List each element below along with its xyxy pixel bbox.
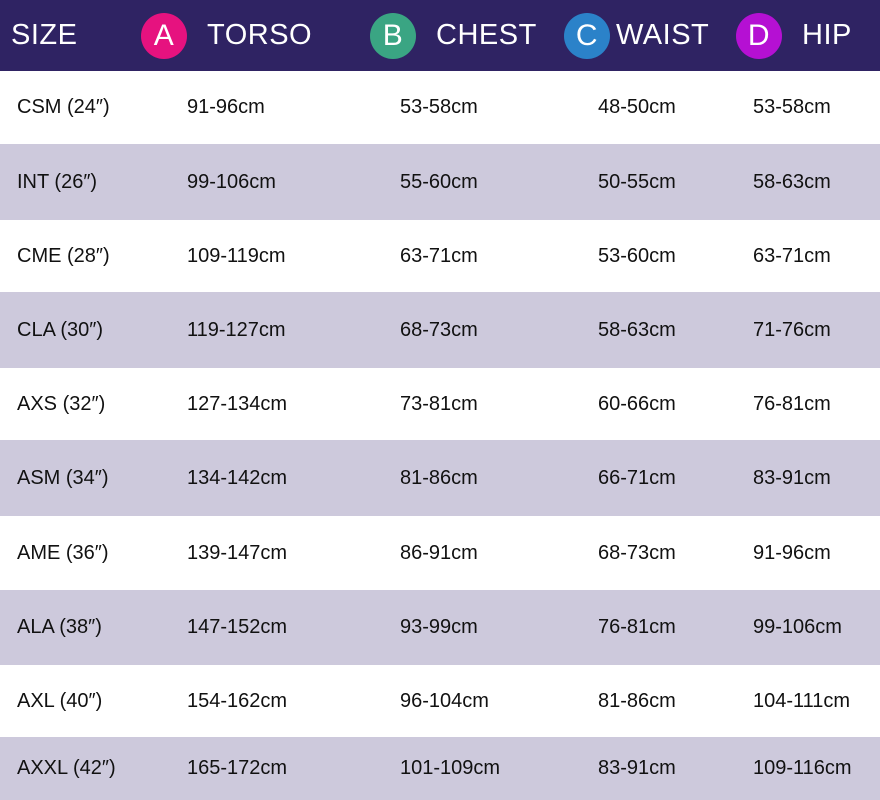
table-row: AME (36″) 139-147cm 86-91cm 68-73cm 91-96cm xyxy=(0,516,880,590)
cell-torso: 119-127cm xyxy=(187,318,286,341)
cell-size: AXXL (42″) xyxy=(17,757,116,779)
cell-chest: 81-86cm xyxy=(400,466,478,489)
cell-waist: 68-73cm xyxy=(598,541,676,564)
badge-a-icon: A xyxy=(141,12,187,59)
cell-waist: 60-66cm xyxy=(598,392,676,415)
cell-size: ASM (34″) xyxy=(17,466,109,489)
cell-chest: 55-60cm xyxy=(400,170,478,193)
cell-size: CME (28″) xyxy=(17,244,110,267)
cell-waist: 48-50cm xyxy=(598,96,676,118)
cell-waist: 50-55cm xyxy=(598,170,676,193)
cell-chest: 73-81cm xyxy=(400,392,478,415)
table-row: INT (26″) 99-106cm 55-60cm 50-55cm 58-63cm xyxy=(0,144,880,220)
cell-chest: 53-58cm xyxy=(400,96,478,118)
cell-hip: 99-106cm xyxy=(753,616,842,638)
table-row: AXXL (42″) 165-172cm 101-109cm 83-91cm 109-1… xyxy=(0,737,880,800)
cell-waist: 83-91cm xyxy=(598,757,676,779)
cell-torso: 147-152cm xyxy=(187,616,288,638)
cell-torso: 139-147cm xyxy=(187,541,288,564)
header-label: WAIST xyxy=(616,19,710,51)
cell-hip: 53-58cm xyxy=(753,96,831,118)
header-label: TORSO xyxy=(207,19,313,51)
cell-chest: 86-91cm xyxy=(400,541,478,564)
cell-torso: 134-142cm xyxy=(187,466,288,489)
cell-hip: 109-116cm xyxy=(753,757,852,779)
table-row: ASM (34″) 134-142cm 81-86cm 66-71cm 83-91cm xyxy=(0,440,880,516)
cell-torso: 109-119cm xyxy=(187,244,286,267)
header-hip: D HIP xyxy=(736,0,852,71)
table-header: SIZE A TORSO B CHEST C WAIST D HIP xyxy=(0,0,880,71)
cell-hip: 63-71cm xyxy=(753,244,831,267)
cell-chest: 101-109cm xyxy=(400,757,501,779)
cell-size: ALA (38″) xyxy=(17,616,102,638)
cell-torso: 91-96cm xyxy=(187,96,265,118)
cell-waist: 81-86cm xyxy=(598,689,676,712)
table-row: CSM (24″) 91-96cm 53-58cm 48-50cm 53-58cm xyxy=(0,71,880,144)
cell-waist: 58-63cm xyxy=(598,318,676,341)
table-row: ALA (38″) 147-152cm 93-99cm 76-81cm 99-106cm xyxy=(0,590,880,665)
cell-hip: 83-91cm xyxy=(753,466,831,489)
cell-hip: 76-81cm xyxy=(753,392,831,415)
table-row: AXL (40″) 154-162cm 96-104cm 81-86cm 104-111… xyxy=(0,665,880,737)
badge-c-icon: C xyxy=(564,12,610,59)
cell-chest: 63-71cm xyxy=(400,244,478,267)
cell-hip: 91-96cm xyxy=(753,541,831,564)
cell-size: AXL (40″) xyxy=(17,689,103,712)
cell-hip: 104-111cm xyxy=(753,689,851,712)
header-chest: B CHEST xyxy=(370,0,537,71)
cell-torso: 99-106cm xyxy=(187,170,276,193)
table-row: AXS (32″) 127-134cm 73-81cm 60-66cm 76-81cm xyxy=(0,368,880,440)
cell-torso: 165-172cm xyxy=(187,757,288,779)
cell-size: CLA (30″) xyxy=(17,318,104,341)
cell-size: INT (26″) xyxy=(17,170,98,193)
cell-chest: 93-99cm xyxy=(400,616,478,638)
cell-waist: 76-81cm xyxy=(598,616,676,638)
cell-chest: 96-104cm xyxy=(400,689,489,712)
header-size: SIZE xyxy=(11,19,78,51)
cell-hip: 71-76cm xyxy=(753,318,831,341)
badge-d-icon: D xyxy=(736,12,782,59)
cell-waist: 66-71cm xyxy=(598,466,676,489)
cell-waist: 53-60cm xyxy=(598,244,676,267)
cell-size: AXS (32″) xyxy=(17,392,106,415)
table-row: CLA (30″) 119-127cm 68-73cm 58-63cm 71-76cm xyxy=(0,292,880,368)
header-label: HIP xyxy=(802,19,852,51)
cell-size: CSM (24″) xyxy=(17,96,110,118)
cell-hip: 58-63cm xyxy=(753,170,831,193)
cell-torso: 154-162cm xyxy=(187,689,288,712)
cell-chest: 68-73cm xyxy=(400,318,478,341)
badge-b-icon: B xyxy=(370,12,416,59)
cell-torso: 127-134cm xyxy=(187,392,288,415)
table-row: CME (28″) 109-119cm 63-71cm 53-60cm 63-71cm xyxy=(0,220,880,292)
cell-size: AME (36″) xyxy=(17,541,109,564)
header-torso: A TORSO xyxy=(141,0,312,71)
header-waist: C WAIST xyxy=(564,0,709,71)
header-label: CHEST xyxy=(436,19,537,51)
